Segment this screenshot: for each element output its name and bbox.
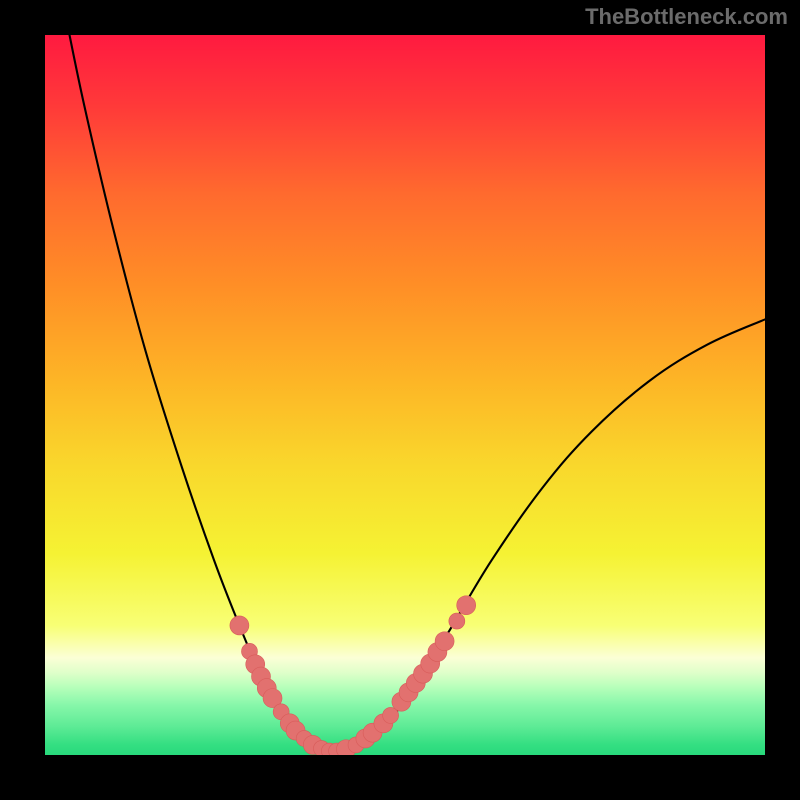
- data-marker: [457, 596, 476, 615]
- data-marker: [449, 613, 465, 629]
- watermark-text: TheBottleneck.com: [585, 4, 788, 30]
- chart-container: TheBottleneck.com: [0, 0, 800, 800]
- data-marker: [435, 632, 454, 651]
- bottleneck-chart: [0, 0, 800, 800]
- data-marker: [230, 616, 249, 635]
- plot-background-gradient: [45, 35, 765, 755]
